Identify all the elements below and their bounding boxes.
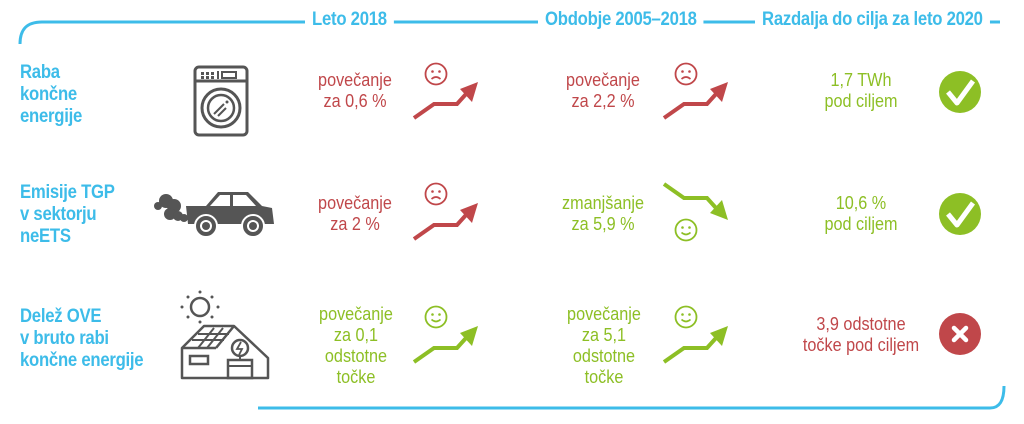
trend-up-arrow-icon <box>662 82 728 120</box>
trend-up-arrow-icon <box>412 326 478 364</box>
happy-face-icon <box>674 218 698 242</box>
car-exhaust-icon <box>154 192 274 238</box>
check-circle-icon <box>939 193 981 235</box>
happy-face-icon <box>674 305 698 329</box>
row2-2018-value: povečanje za 2 % <box>318 193 392 234</box>
header-razdalja: Razdalja do cilja za leto 2020 <box>755 8 990 32</box>
row1-period-value: povečanje za 2,2 % <box>566 70 640 111</box>
sad-face-icon <box>424 62 448 86</box>
check-circle-icon <box>939 71 981 113</box>
cross-circle-icon <box>939 313 981 355</box>
row1-target-value: 1,7 TWh pod ciljem <box>824 70 898 111</box>
trend-up-arrow-icon <box>662 326 728 364</box>
row2-target-value: 10,6 % pod ciljem <box>824 193 898 234</box>
header-leto-2018: Leto 2018 <box>305 8 394 32</box>
row2-period-value: zmanjšanje za 5,9 % <box>562 193 644 234</box>
sad-face-icon <box>424 182 448 206</box>
washing-machine-icon <box>193 65 249 137</box>
row-title-emisije: Emisije TGP v sektorju neETS <box>20 182 115 247</box>
happy-face-icon <box>424 305 448 329</box>
row-title-delez-ove: Delež OVE v bruto rabi končne energije <box>20 306 144 371</box>
row3-2018-value: povečanje za 0,1 odstotne točke <box>319 304 393 387</box>
row-title-raba: Raba končne energije <box>20 62 83 127</box>
row3-target-value: 3,9 odstotne točke pod ciljem <box>802 314 920 355</box>
solar-house-icon <box>180 290 270 380</box>
header-obdobje: Obdobje 2005–2018 <box>538 8 704 32</box>
trend-up-arrow-icon <box>412 203 478 241</box>
row3-period-value: povečanje za 5,1 odstotne točke <box>567 304 641 387</box>
trend-up-arrow-icon <box>412 82 478 120</box>
sad-face-icon <box>674 62 698 86</box>
trend-down-arrow-icon <box>662 182 728 220</box>
row1-2018-value: povečanje za 0,6 % <box>318 70 392 111</box>
